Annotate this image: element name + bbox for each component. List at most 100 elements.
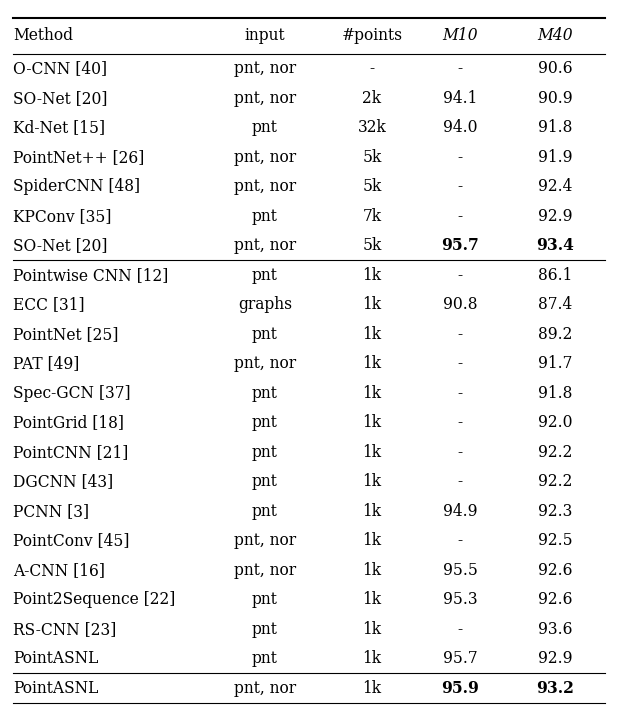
Text: pnt: pnt: [252, 591, 278, 608]
Text: 91.7: 91.7: [538, 355, 572, 372]
Text: 94.0: 94.0: [442, 119, 477, 136]
Text: 94.9: 94.9: [442, 503, 477, 520]
Text: RS-CNN [23]: RS-CNN [23]: [13, 621, 116, 638]
Text: 92.0: 92.0: [538, 414, 572, 431]
Text: pnt, nor: pnt, nor: [234, 680, 296, 697]
Text: 5k: 5k: [362, 178, 382, 195]
Text: 1k: 1k: [362, 503, 381, 520]
Text: Point2Sequence [22]: Point2Sequence [22]: [13, 591, 176, 608]
Text: pnt, nor: pnt, nor: [234, 90, 296, 107]
Text: pnt: pnt: [252, 650, 278, 667]
Text: 89.2: 89.2: [538, 326, 572, 342]
Text: -: -: [457, 208, 462, 225]
Text: PointConv [45]: PointConv [45]: [13, 533, 130, 549]
Text: 94.1: 94.1: [443, 90, 477, 107]
Text: input: input: [245, 28, 286, 44]
Text: Method: Method: [13, 28, 73, 44]
Text: 1k: 1k: [362, 414, 381, 431]
Text: pnt, nor: pnt, nor: [234, 178, 296, 195]
Text: SO-Net [20]: SO-Net [20]: [13, 90, 108, 107]
Text: 1k: 1k: [362, 680, 381, 697]
Text: Pointwise CNN [12]: Pointwise CNN [12]: [13, 267, 168, 284]
Text: 1k: 1k: [362, 384, 381, 402]
Text: graphs: graphs: [238, 296, 292, 313]
Text: PAT [49]: PAT [49]: [13, 355, 79, 372]
Text: pnt, nor: pnt, nor: [234, 562, 296, 579]
Text: 1k: 1k: [362, 444, 381, 461]
Text: -: -: [457, 178, 462, 195]
Text: 92.3: 92.3: [538, 503, 572, 520]
Text: 92.6: 92.6: [538, 562, 572, 579]
Text: 90.6: 90.6: [538, 61, 572, 77]
Text: M10: M10: [442, 28, 478, 44]
Text: 91.8: 91.8: [538, 384, 572, 402]
Text: -: -: [457, 621, 462, 638]
Text: SpiderCNN [48]: SpiderCNN [48]: [13, 178, 140, 195]
Text: 91.8: 91.8: [538, 119, 572, 136]
Text: -: -: [457, 414, 462, 431]
Text: 1k: 1k: [362, 533, 381, 549]
Text: pnt: pnt: [252, 384, 278, 402]
Text: Spec-GCN [37]: Spec-GCN [37]: [13, 384, 130, 402]
Text: -: -: [457, 473, 462, 491]
Text: PointNet [25]: PointNet [25]: [13, 326, 119, 342]
Text: pnt, nor: pnt, nor: [234, 533, 296, 549]
Text: 90.8: 90.8: [442, 296, 477, 313]
Text: 95.3: 95.3: [442, 591, 477, 608]
Text: -: -: [457, 267, 462, 284]
Text: 1k: 1k: [362, 267, 381, 284]
Text: 92.6: 92.6: [538, 591, 572, 608]
Text: 1k: 1k: [362, 326, 381, 342]
Text: pnt: pnt: [252, 503, 278, 520]
Text: 93.6: 93.6: [538, 621, 572, 638]
Text: 1k: 1k: [362, 473, 381, 491]
Text: -: -: [457, 384, 462, 402]
Text: pnt, nor: pnt, nor: [234, 61, 296, 77]
Text: -: -: [457, 61, 462, 77]
Text: 91.9: 91.9: [538, 149, 572, 166]
Text: PointASNL: PointASNL: [13, 650, 98, 667]
Text: -: -: [457, 533, 462, 549]
Text: -: -: [457, 149, 462, 166]
Text: pnt, nor: pnt, nor: [234, 237, 296, 254]
Text: -: -: [457, 355, 462, 372]
Text: KPConv [35]: KPConv [35]: [13, 208, 111, 225]
Text: pnt: pnt: [252, 444, 278, 461]
Text: Kd-Net [15]: Kd-Net [15]: [13, 119, 105, 136]
Text: -: -: [457, 444, 462, 461]
Text: pnt: pnt: [252, 414, 278, 431]
Text: -: -: [457, 326, 462, 342]
Text: 95.5: 95.5: [442, 562, 478, 579]
Text: 87.4: 87.4: [538, 296, 572, 313]
Text: PointGrid [18]: PointGrid [18]: [13, 414, 124, 431]
Text: 92.2: 92.2: [538, 473, 572, 491]
Text: DGCNN [43]: DGCNN [43]: [13, 473, 113, 491]
Text: 1k: 1k: [362, 355, 381, 372]
Text: 1k: 1k: [362, 650, 381, 667]
Text: pnt, nor: pnt, nor: [234, 149, 296, 166]
Text: 32k: 32k: [358, 119, 386, 136]
Text: 95.7: 95.7: [441, 237, 479, 254]
Text: 92.9: 92.9: [538, 208, 572, 225]
Text: PointNet++ [26]: PointNet++ [26]: [13, 149, 145, 166]
Text: pnt: pnt: [252, 473, 278, 491]
Text: pnt: pnt: [252, 208, 278, 225]
Text: 7k: 7k: [362, 208, 381, 225]
Text: M40: M40: [537, 28, 573, 44]
Text: 5k: 5k: [362, 237, 382, 254]
Text: #points: #points: [342, 28, 402, 44]
Text: pnt: pnt: [252, 267, 278, 284]
Text: pnt: pnt: [252, 326, 278, 342]
Text: pnt: pnt: [252, 621, 278, 638]
Text: 1k: 1k: [362, 621, 381, 638]
Text: ECC [31]: ECC [31]: [13, 296, 85, 313]
Text: 95.7: 95.7: [442, 650, 477, 667]
Text: 1k: 1k: [362, 591, 381, 608]
Text: 93.2: 93.2: [536, 680, 574, 697]
Text: O-CNN [40]: O-CNN [40]: [13, 61, 107, 77]
Text: PointCNN [21]: PointCNN [21]: [13, 444, 129, 461]
Text: 92.2: 92.2: [538, 444, 572, 461]
Text: 1k: 1k: [362, 562, 381, 579]
Text: 86.1: 86.1: [538, 267, 572, 284]
Text: 92.5: 92.5: [538, 533, 572, 549]
